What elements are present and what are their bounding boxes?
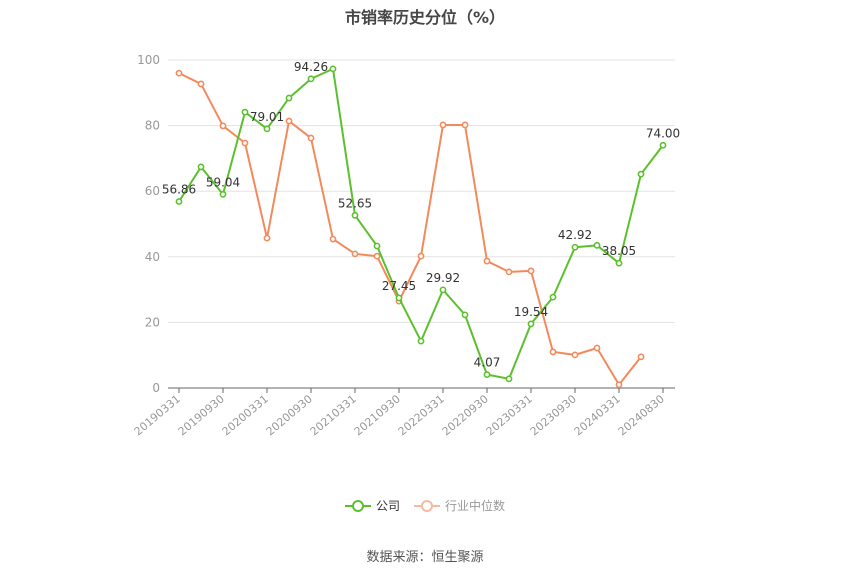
data-point-marker	[395, 294, 403, 302]
data-point-marker	[373, 252, 381, 260]
data-point-marker	[285, 117, 293, 125]
y-tick-label: 80	[145, 119, 160, 133]
x-tick-label: 20200331	[220, 392, 271, 438]
data-point-marker	[615, 381, 623, 389]
data-point-marker	[175, 198, 183, 205]
data-label: 94.26	[294, 60, 328, 74]
data-point-marker	[659, 141, 667, 149]
x-tick-label: 20210331	[308, 392, 359, 438]
data-point-marker	[241, 139, 249, 147]
x-tick-label: 20220930	[440, 392, 491, 438]
data-point-marker	[483, 257, 491, 265]
data-label: 29.92	[426, 271, 460, 285]
legend-item-company[interactable]: 公司	[344, 497, 400, 514]
x-tick-label: 20190331	[132, 392, 183, 438]
data-label: 79.01	[250, 110, 284, 124]
y-tick-label: 100	[137, 53, 160, 67]
data-point-marker	[549, 293, 557, 301]
data-point-marker	[263, 234, 271, 242]
data-point-marker	[307, 134, 315, 142]
data-point-marker	[637, 170, 645, 178]
data-point-marker	[505, 375, 513, 383]
data-label: 59.04	[206, 175, 240, 189]
y-tick-label: 0	[152, 381, 160, 395]
data-point-marker	[615, 259, 623, 267]
chart-legend: 公司 行业中位数	[0, 497, 850, 514]
data-point-marker	[197, 163, 205, 171]
data-point-marker	[461, 121, 469, 129]
data-point-marker	[219, 190, 227, 198]
y-tick-label: 60	[145, 184, 160, 198]
y-tick-label: 20	[145, 315, 160, 329]
data-point-marker	[417, 252, 425, 260]
legend-label-company: 公司	[375, 499, 400, 513]
data-point-marker	[241, 108, 249, 116]
data-point-marker	[329, 235, 337, 243]
x-tick-label: 20210930	[352, 392, 403, 438]
data-label: 74.00	[646, 126, 680, 140]
data-point-marker	[417, 337, 425, 345]
company-line-marker-icon	[344, 499, 371, 512]
data-point-marker	[175, 69, 183, 77]
data-point-marker	[285, 94, 293, 102]
data-point-marker	[263, 125, 271, 133]
data-source-note: 数据来源：恒生聚源	[366, 550, 484, 565]
data-point-marker	[549, 348, 557, 356]
x-tick-label: 20200930	[264, 392, 315, 438]
data-point-marker	[637, 353, 645, 361]
data-point-marker	[505, 268, 513, 276]
data-point-marker	[219, 122, 227, 130]
data-label: 56.86	[162, 182, 196, 196]
data-point-marker	[593, 344, 601, 352]
chart-title: 市销率历史分位（%）	[344, 8, 506, 27]
data-point-marker	[351, 250, 359, 258]
data-point-marker	[571, 243, 579, 251]
legend-label-industry: 行业中位数	[445, 499, 506, 513]
data-label: 52.65	[338, 196, 372, 210]
data-label: 38.05	[602, 244, 636, 258]
industry-line-marker-icon	[414, 499, 440, 512]
data-label: 4.07	[474, 356, 501, 370]
x-tick-label: 20190930	[176, 392, 227, 438]
data-point-marker	[197, 80, 205, 88]
data-point-marker	[329, 65, 337, 73]
data-point-marker	[571, 351, 579, 359]
data-point-marker	[351, 211, 359, 219]
industry-series-line	[178, 72, 642, 386]
data-point-marker	[483, 371, 491, 379]
data-point-marker	[373, 242, 381, 250]
data-point-marker	[527, 320, 535, 328]
data-point-marker	[307, 75, 315, 83]
x-tick-label: 20230331	[484, 392, 535, 438]
data-label: 19.54	[514, 305, 548, 319]
x-tick-label: 20240830	[616, 392, 667, 438]
y-tick-label: 40	[145, 250, 160, 264]
data-point-marker	[439, 286, 447, 294]
x-tick-label: 20230930	[528, 392, 579, 438]
data-label: 42.92	[558, 228, 592, 242]
x-tick-label: 20220331	[396, 392, 447, 438]
data-point-marker	[593, 241, 601, 249]
data-point-marker	[461, 311, 469, 319]
x-tick-label: 20240331	[572, 392, 623, 438]
data-label: 27.45	[382, 279, 416, 293]
data-point-marker	[439, 121, 447, 129]
data-point-marker	[527, 267, 535, 275]
legend-item-industry[interactable]: 行业中位数	[414, 497, 505, 514]
